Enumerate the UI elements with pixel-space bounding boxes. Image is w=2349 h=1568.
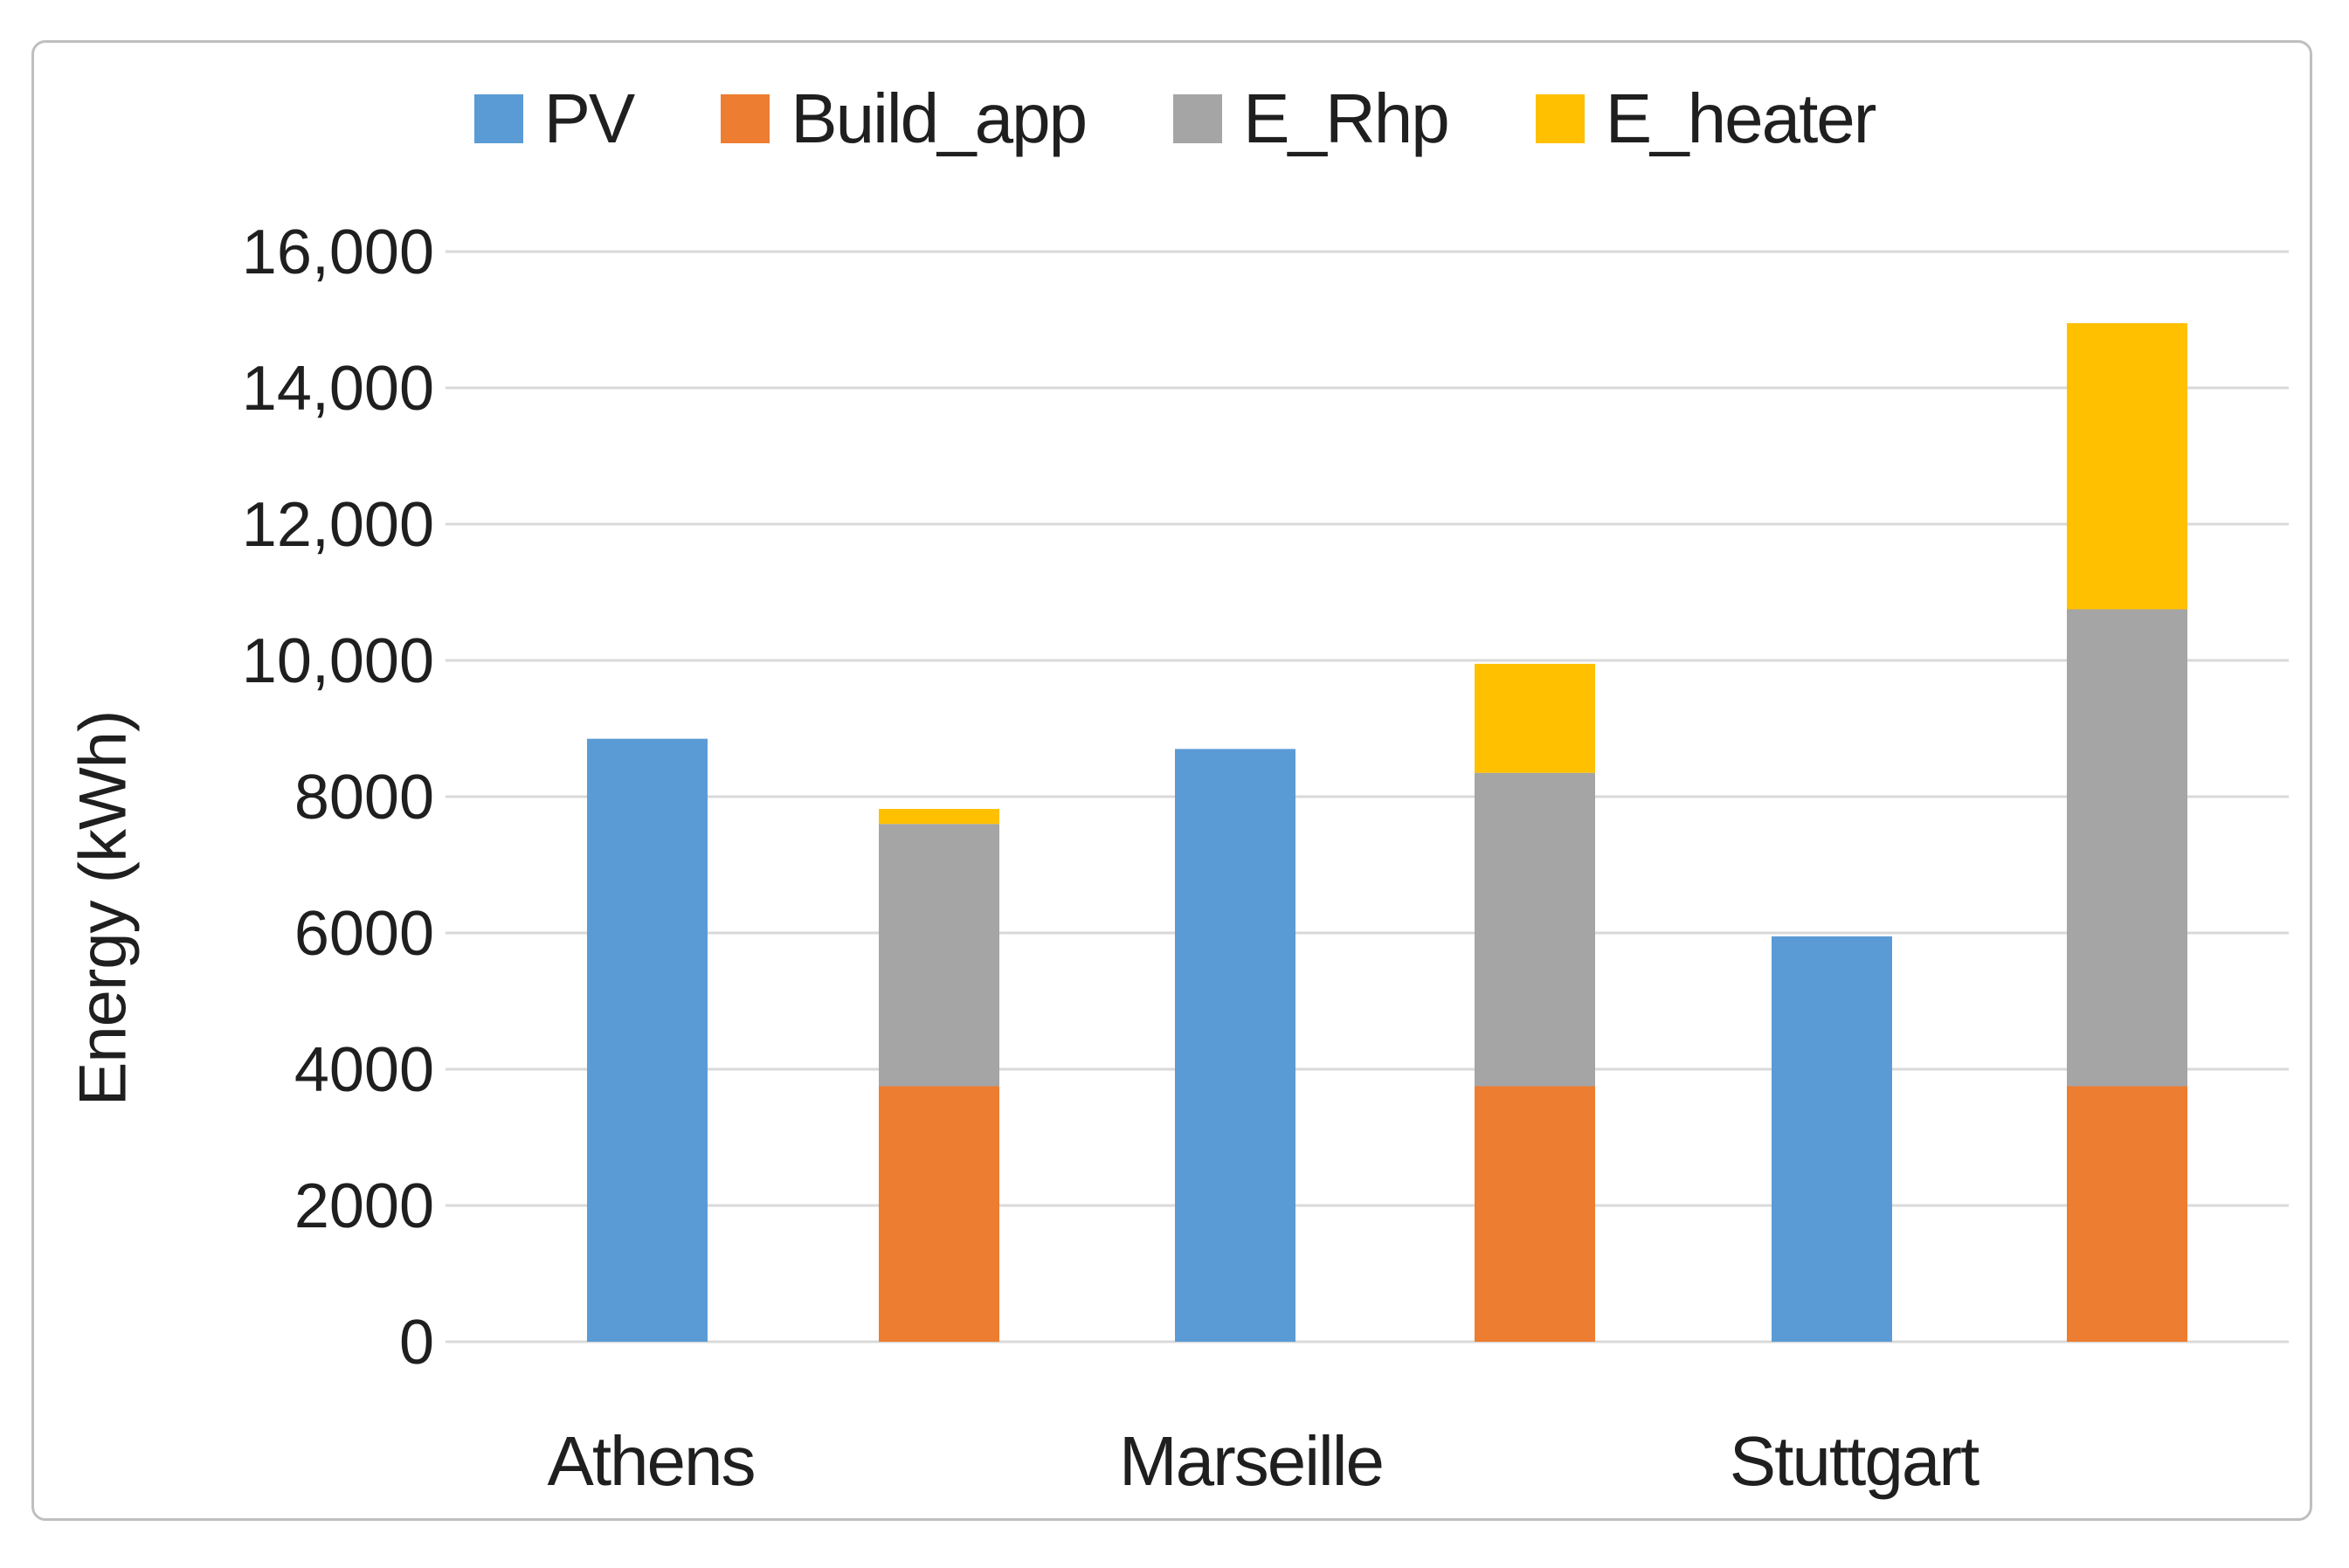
category-label-stuttgart: Stuttgart bbox=[1730, 1422, 1979, 1500]
bar-pv-stuttgart bbox=[1772, 936, 1892, 1342]
ytick-label-10000: 10,000 bbox=[242, 626, 434, 696]
ytick-label-16000: 16,000 bbox=[242, 218, 434, 287]
category-label-marseille: Marseille bbox=[1119, 1422, 1383, 1500]
bar-pv-marseille bbox=[1175, 749, 1295, 1342]
ytick-label-14000: 14,000 bbox=[242, 354, 434, 424]
ytick-label-6000: 6000 bbox=[294, 899, 434, 969]
ytick-label-4000: 4000 bbox=[294, 1035, 434, 1105]
ytick-label-8000: 8000 bbox=[294, 763, 434, 832]
bar-segment-e-heater-athens bbox=[879, 809, 999, 825]
ytick-label-0: 0 bbox=[399, 1308, 434, 1378]
bar-segment-e-rhp-athens bbox=[879, 824, 999, 1087]
ytick-label-2000: 2000 bbox=[294, 1171, 434, 1241]
bar-segment-build-app-marseille bbox=[1475, 1086, 1595, 1342]
bar-segment-e-heater-stuttgart bbox=[2067, 322, 2187, 610]
bar-pv-athens bbox=[587, 738, 708, 1342]
bar-segment-e-rhp-marseille bbox=[1475, 772, 1595, 1087]
bar-segment-build-app-athens bbox=[879, 1086, 999, 1342]
figure-border bbox=[31, 40, 2312, 1521]
bar-segment-e-rhp-stuttgart bbox=[2067, 609, 2187, 1087]
y-axis-title: Energy (kWh) bbox=[66, 710, 141, 1107]
bar-segment-build-app-stuttgart bbox=[2067, 1086, 2187, 1342]
category-label-athens: Athens bbox=[547, 1422, 754, 1500]
ytick-label-12000: 12,000 bbox=[242, 490, 434, 560]
bar-segment-e-heater-marseille bbox=[1475, 663, 1595, 773]
